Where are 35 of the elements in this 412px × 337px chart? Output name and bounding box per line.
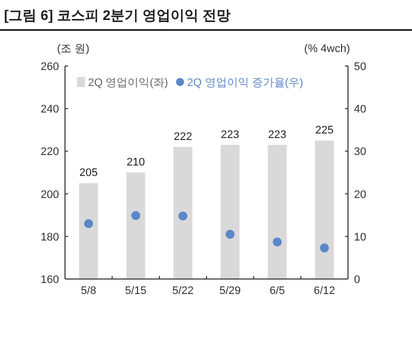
data-label: 223	[220, 128, 240, 141]
data-label: 223	[268, 128, 286, 141]
point	[320, 243, 329, 252]
y-tick-label: 220	[40, 146, 59, 158]
legend-label: 2Q 영업이익(좌)	[88, 77, 168, 89]
y-tick-label: 240	[40, 104, 59, 116]
y2-tick-label: 0	[354, 274, 360, 286]
x-tick-label: 5/22	[172, 285, 194, 297]
point	[226, 230, 235, 239]
y2-tick-label: 50	[354, 61, 366, 73]
x-tick-label: 5/29	[219, 285, 241, 297]
x-tick-label: 6/5	[270, 285, 285, 297]
y-tick-label: 200	[40, 188, 59, 201]
point	[272, 237, 282, 246]
y2-axis-title: (% 4wch)	[304, 43, 350, 55]
point	[84, 219, 94, 228]
chart-title: [그림 6] 코스피 2분기 영업이익 전망	[4, 7, 230, 23]
y2-tick-label: 30	[354, 146, 366, 158]
y-axis-title: (조 원)	[57, 43, 90, 55]
y-tick-label: 260	[40, 61, 59, 73]
x-tick-label: 5/15	[125, 285, 146, 297]
data-label: 210	[126, 156, 145, 168]
data-label: 222	[174, 130, 192, 143]
point	[131, 211, 140, 220]
data-label: 225	[315, 124, 334, 137]
y2-tick-label: 20	[354, 188, 366, 201]
point	[178, 211, 188, 220]
y2-tick-label: 10	[354, 231, 366, 244]
y-tick-label: 180	[40, 231, 59, 244]
legend-label: 2Q 영업이익 증가율(우)	[187, 77, 304, 89]
x-tick-label: 6/12	[314, 285, 336, 297]
y2-tick-label: 40	[354, 104, 366, 116]
y-tick-label: 160	[40, 274, 59, 286]
data-label: 205	[79, 167, 98, 180]
x-tick-label: 5/8	[80, 285, 96, 297]
